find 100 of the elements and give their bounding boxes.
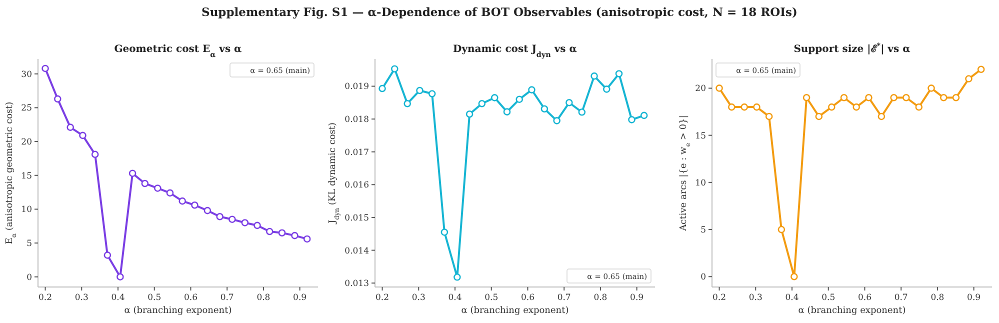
point (902, 94, 910, 102)
x-tick-label: 0.7 (220, 293, 234, 303)
point (753, 103, 760, 111)
point (890, 94, 898, 102)
y-tick-label: 30 (21, 70, 32, 80)
point (878, 112, 886, 120)
x-tick-label: 0.2 (38, 293, 52, 303)
point (104, 252, 112, 259)
chart-title: Support size |ℰ$^{*}$| vs α (794, 40, 911, 55)
y-tick-label: 10 (21, 205, 32, 216)
y-tick-label: 0.015 (344, 213, 369, 224)
x-tick-label: 0.8 (594, 293, 608, 303)
point (915, 103, 923, 111)
x-tick-label: 0.5 (148, 293, 162, 303)
point (716, 84, 723, 92)
point (965, 75, 972, 82)
point (602, 86, 610, 93)
y-tick-label: 10 (695, 178, 706, 188)
point (615, 70, 623, 78)
point (728, 103, 736, 111)
y-tick-label: 5 (26, 239, 32, 250)
x-tick-label: 0.4 (448, 293, 462, 303)
text: Supplementary Fig. S1 — α-Dependence of BOT Observables (anisotropic cost, N = 18 ROIs) (202, 5, 798, 19)
x-tick-label: 0.3 (748, 293, 762, 303)
point (840, 94, 848, 102)
point (765, 112, 773, 120)
point (390, 65, 398, 72)
point (254, 222, 261, 230)
y-tick-label: 0 (26, 272, 32, 283)
point (216, 212, 224, 220)
point (528, 86, 536, 94)
point (952, 94, 960, 102)
x-tick-label: 0.9 (630, 293, 644, 303)
point (828, 103, 836, 111)
x-axis-title: α (branching exponent) (124, 306, 232, 316)
x-tick-label: 0.6 (858, 293, 872, 303)
x-tick-label: 0.5 (822, 293, 836, 303)
point (553, 117, 560, 124)
point (516, 96, 524, 103)
x-tick-label: 0.2 (376, 293, 390, 303)
x-tick-label: 0.3 (412, 293, 426, 303)
point (852, 103, 860, 111)
point (79, 132, 86, 140)
point (790, 272, 798, 280)
chart-title: Geometric cost E$_{α}$ vs α (114, 44, 242, 58)
point (128, 170, 136, 177)
point (454, 274, 461, 281)
y-tick-label: 15 (695, 131, 706, 142)
x-tick-label: 0.8 (930, 293, 944, 303)
point (628, 116, 636, 124)
y-tick-label: 0.018 (344, 115, 369, 126)
point (815, 112, 823, 120)
chart-title: Dynamic cost J$_{dyn}$ vs α (453, 44, 578, 58)
point (266, 228, 274, 236)
point (166, 189, 174, 197)
point (54, 95, 62, 103)
y-tick-label: 0 (700, 272, 706, 283)
x-tick-label: 0.6 (520, 293, 534, 303)
point (378, 84, 386, 92)
point (802, 94, 810, 102)
x-axis-title: α (branching exponent) (461, 306, 569, 316)
y-tick-label: 5 (700, 226, 706, 236)
point (141, 180, 149, 188)
x-tick-label: 0.4 (111, 293, 125, 303)
y-tick-label: 0.013 (344, 279, 369, 290)
y-tick-label: 20 (21, 138, 32, 148)
x-tick-label: 0.7 (894, 293, 908, 303)
point (241, 219, 249, 226)
x-tick-label: 0.8 (256, 293, 270, 303)
point (416, 86, 424, 94)
x-tick-label: 0.5 (484, 293, 498, 303)
point (490, 94, 498, 102)
point (740, 103, 748, 111)
point (66, 124, 74, 131)
point (291, 232, 298, 240)
point (503, 108, 511, 116)
x-tick-label: 0.6 (184, 293, 198, 303)
point (178, 197, 186, 205)
point (278, 229, 286, 237)
point (540, 105, 548, 113)
point (778, 226, 786, 234)
y-tick-label: 0.016 (344, 180, 369, 191)
point (91, 150, 99, 158)
y-tick-label: 15 (21, 171, 32, 182)
point (116, 273, 124, 280)
point (228, 216, 236, 223)
x-tick-label: 0.9 (967, 293, 981, 303)
point (154, 184, 162, 192)
point (466, 110, 474, 118)
point (478, 100, 486, 108)
point (404, 100, 412, 108)
y-tick-label: 20 (695, 84, 706, 94)
point (578, 108, 586, 116)
x-tick-label: 0.2 (712, 293, 726, 303)
point (42, 64, 49, 72)
point (303, 235, 311, 243)
point (204, 206, 212, 214)
y-tick-label: 0.014 (344, 246, 369, 256)
point (865, 94, 872, 102)
x-tick-label: 0.3 (74, 293, 88, 303)
